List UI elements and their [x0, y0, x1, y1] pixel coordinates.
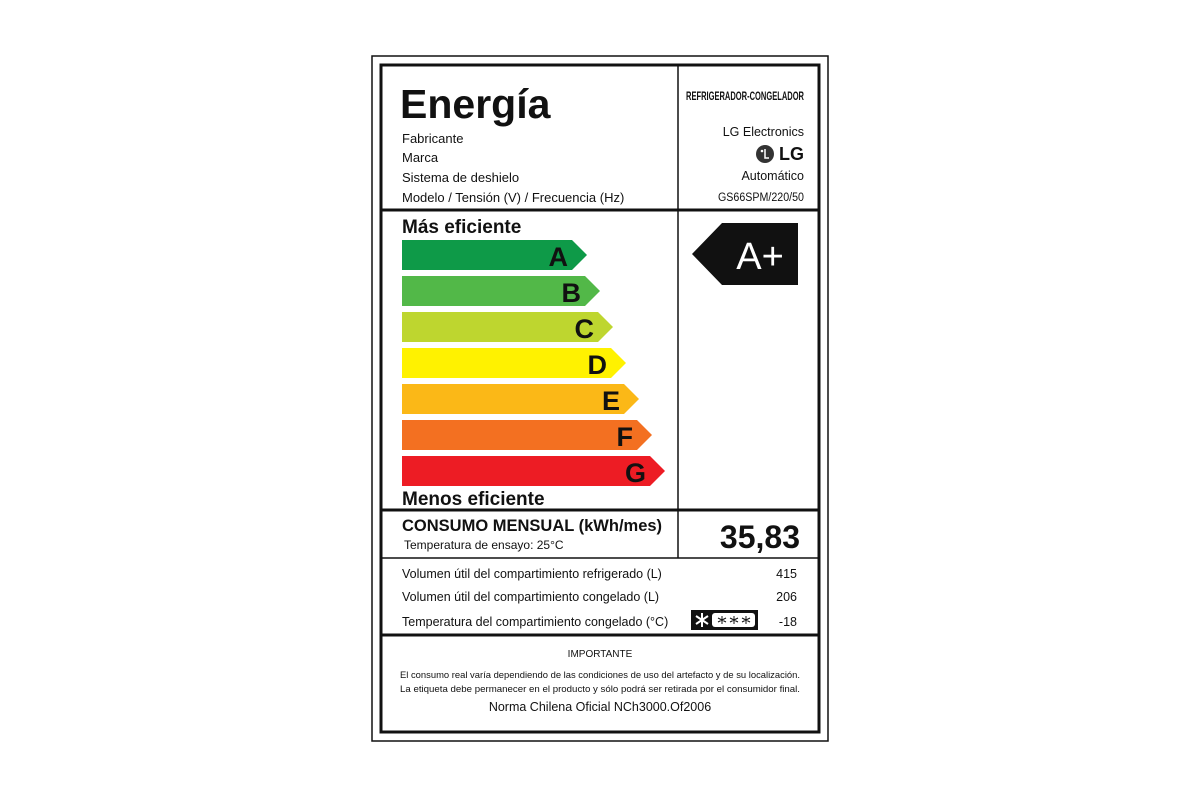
detail-value: -18: [779, 615, 797, 629]
rating-value: A+: [736, 236, 784, 278]
class-letter: F: [617, 422, 634, 452]
class-letter: B: [562, 278, 582, 308]
standard: Norma Chilena Oficial NCh3000.Of2006: [489, 700, 711, 714]
inner-border: [379, 63, 821, 734]
consumption-label: CONSUMO MENSUAL (kWh/mes): [402, 517, 662, 535]
logo-eye: [760, 149, 764, 153]
notice-line: El consumo real varía dependiendo de las…: [400, 670, 800, 681]
icon-small-stars: [717, 616, 751, 624]
logo-line: [764, 149, 769, 159]
field-value: LG: [779, 144, 804, 164]
field-label: Fabricante: [402, 131, 463, 146]
class-letter: E: [602, 386, 620, 416]
outer-border: [371, 55, 829, 742]
class-arrow: [402, 276, 600, 306]
notice-line: La etiqueta debe permanecer en el produc…: [400, 684, 800, 695]
lg-logo: [756, 145, 774, 163]
field-value: Automático: [741, 169, 804, 183]
field-label: Modelo / Tensión (V) / Frecuencia (Hz): [402, 190, 624, 205]
consumption-value: 35,83: [720, 519, 800, 555]
bottom-label: Menos eficiente: [402, 489, 545, 510]
field-value: LG Electronics: [723, 125, 804, 139]
class-arrow: [402, 312, 613, 342]
class-arrow: [402, 456, 665, 486]
class-arrow: [402, 348, 626, 378]
field-value: GS66SPM/220/50: [718, 192, 804, 204]
class-letter: D: [588, 350, 608, 380]
test-temperature: Temperatura de ensayo: 25°C: [404, 538, 564, 552]
detail-value: 415: [776, 567, 797, 581]
detail-label: Temperatura del compartimiento congelado…: [402, 615, 668, 629]
field-label: Marca: [402, 150, 439, 165]
field-label: Sistema de deshielo: [402, 170, 519, 185]
appliance-category: REFRIGERADOR-CONGELADOR: [686, 89, 804, 103]
class-arrow: [402, 384, 639, 414]
class-arrow: [402, 240, 587, 270]
detail-value: 206: [776, 590, 797, 604]
label-title: Energía: [400, 81, 552, 127]
icon-big-star: [695, 613, 709, 627]
rating-arrow: [692, 223, 798, 285]
class-letter: C: [575, 314, 595, 344]
detail-label: Volumen útil del compartimiento congelad…: [402, 590, 659, 604]
class-letter: G: [625, 458, 646, 488]
top-label: Más eficiente: [402, 217, 521, 238]
freezer-star-icon: [691, 610, 758, 630]
class-arrow: [402, 420, 652, 450]
class-letter: A: [549, 242, 569, 272]
notice-title: IMPORTANTE: [568, 649, 633, 660]
detail-label: Volumen útil del compartimiento refriger…: [402, 567, 662, 581]
